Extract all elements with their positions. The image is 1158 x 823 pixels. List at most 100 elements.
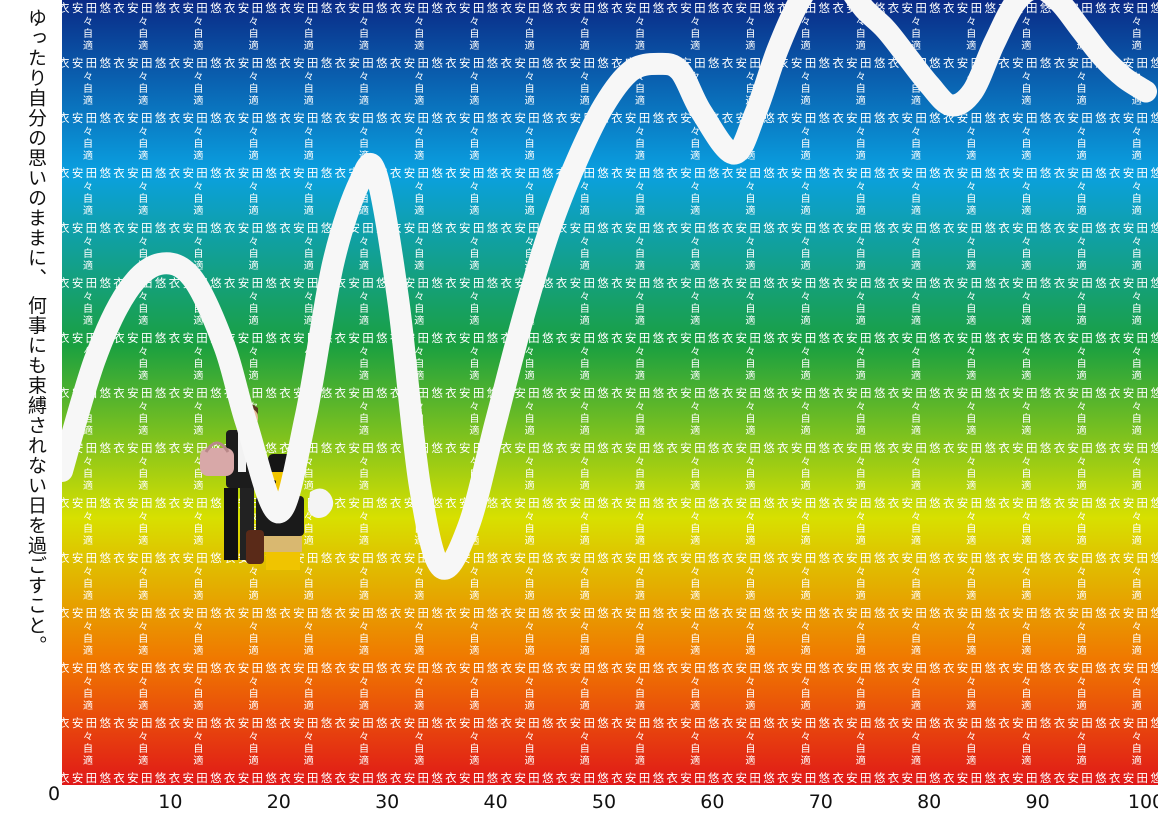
pattern-char: 々 (304, 566, 314, 578)
pattern-char: 自 (1021, 687, 1031, 700)
pattern-char: 自 (1077, 137, 1087, 150)
pattern-char: 適 (635, 589, 645, 602)
pattern-char: 々 (525, 676, 535, 688)
pattern-char: 適 (856, 534, 866, 547)
pattern-char: 自 (525, 82, 535, 95)
pattern-char: 自 (745, 247, 755, 260)
pattern-char: 自 (469, 27, 479, 40)
pattern-char: 々 (304, 676, 314, 688)
pattern-char: 々 (635, 786, 645, 798)
pattern-char: 適 (525, 534, 535, 547)
pattern-char: 々 (1021, 401, 1031, 413)
pattern-char: 適 (469, 39, 479, 52)
pattern-char: 自 (635, 412, 645, 425)
pattern-char: 々 (525, 401, 535, 413)
pattern-char: 々 (690, 126, 700, 138)
pattern-char: 々 (1132, 456, 1142, 468)
pattern-char: 々 (193, 16, 203, 28)
pattern-char: 適 (801, 149, 811, 162)
pattern-char: 自 (635, 797, 645, 810)
pattern-char: 々 (801, 236, 811, 248)
pattern-char: 々 (359, 71, 369, 83)
pattern-char: 自 (359, 522, 369, 535)
pattern-char: 適 (911, 259, 921, 272)
x-tick-label: 20 (267, 791, 291, 813)
pattern-char: 々 (635, 181, 645, 193)
pattern-char: 適 (966, 369, 976, 382)
pattern-char: 々 (745, 181, 755, 193)
pattern-char: 々 (911, 291, 921, 303)
pattern-char: 自 (745, 797, 755, 810)
pattern-char: 適 (359, 809, 369, 822)
pattern-char: 々 (359, 511, 369, 523)
pattern-char: 自 (138, 467, 148, 480)
pattern-char: 々 (1021, 346, 1031, 358)
pattern-char: 自 (359, 412, 369, 425)
pattern-char: 々 (83, 126, 93, 138)
pattern-char: 自 (469, 797, 479, 810)
pattern-char: 々 (83, 291, 93, 303)
pattern-row: 衣安田悠衣安田悠衣安田悠衣安田悠衣安田悠衣安田悠衣安田悠衣安田悠衣安田悠衣安田悠… (58, 386, 1158, 400)
pattern-char: 々 (193, 126, 203, 138)
pattern-char: 自 (911, 247, 921, 260)
pattern-char: 自 (966, 797, 976, 810)
pattern-char: 自 (304, 687, 314, 700)
pattern-char: 々 (469, 126, 479, 138)
pattern-char: 適 (580, 259, 590, 272)
pattern-char: 々 (745, 676, 755, 688)
pattern-char: 適 (1021, 369, 1031, 382)
pattern-char: 々 (525, 126, 535, 138)
pattern-char: 自 (193, 742, 203, 755)
pattern-char: 適 (193, 369, 203, 382)
pattern-char: 適 (193, 754, 203, 767)
pattern-char: 適 (193, 149, 203, 162)
pattern-char: 々 (1077, 71, 1087, 83)
pattern-char: 自 (1077, 412, 1087, 425)
pattern-char: 自 (635, 577, 645, 590)
pattern-char: 適 (193, 259, 203, 272)
pattern-char: 適 (414, 644, 424, 657)
pattern-char: 適 (83, 809, 93, 822)
pattern-row: 衣安田悠衣安田悠衣安田悠衣安田悠衣安田悠衣安田悠衣安田悠衣安田悠衣安田悠衣安田悠… (58, 496, 1158, 510)
pattern-char: 適 (1132, 314, 1142, 327)
pattern-char: 適 (469, 424, 479, 437)
pattern-char: 自 (690, 412, 700, 425)
pattern-char: 適 (304, 94, 314, 107)
pattern-char: 々 (469, 731, 479, 743)
pattern-char: 自 (801, 742, 811, 755)
pattern-char: 々 (525, 181, 535, 193)
pattern-char: 々 (359, 291, 369, 303)
pattern-char: 々 (911, 346, 921, 358)
pattern-char: 自 (1132, 302, 1142, 315)
pattern-char: 自 (1021, 192, 1031, 205)
pattern-char: 適 (856, 204, 866, 217)
pattern-char: 自 (966, 137, 976, 150)
pattern-char: 自 (525, 742, 535, 755)
pattern-char: 々 (1132, 731, 1142, 743)
pattern-char: 々 (193, 786, 203, 798)
pattern-char: 適 (359, 479, 369, 492)
pattern-char: 々 (138, 401, 148, 413)
pattern-char: 自 (138, 577, 148, 590)
pattern-char: 適 (856, 699, 866, 712)
pattern-char: 自 (138, 632, 148, 645)
pattern-char: 自 (359, 247, 369, 260)
pattern-char: 適 (911, 754, 921, 767)
pattern-char: 適 (690, 259, 700, 272)
pattern-char: 自 (856, 27, 866, 40)
pattern-char: 自 (469, 137, 479, 150)
pattern-char: 自 (193, 27, 203, 40)
pattern-char: 々 (580, 676, 590, 688)
pattern-char: 適 (304, 644, 314, 657)
pattern-char: 適 (635, 424, 645, 437)
pattern-char: 々 (138, 621, 148, 633)
pattern-char: 適 (525, 424, 535, 437)
pattern-char: 自 (359, 577, 369, 590)
pattern-char: 適 (1132, 424, 1142, 437)
pattern-char: 々 (911, 566, 921, 578)
pattern-char: 自 (635, 632, 645, 645)
pattern-char: 々 (580, 346, 590, 358)
pattern-char: 自 (304, 27, 314, 40)
pattern-char: 々 (580, 291, 590, 303)
pattern-char: 自 (966, 632, 976, 645)
